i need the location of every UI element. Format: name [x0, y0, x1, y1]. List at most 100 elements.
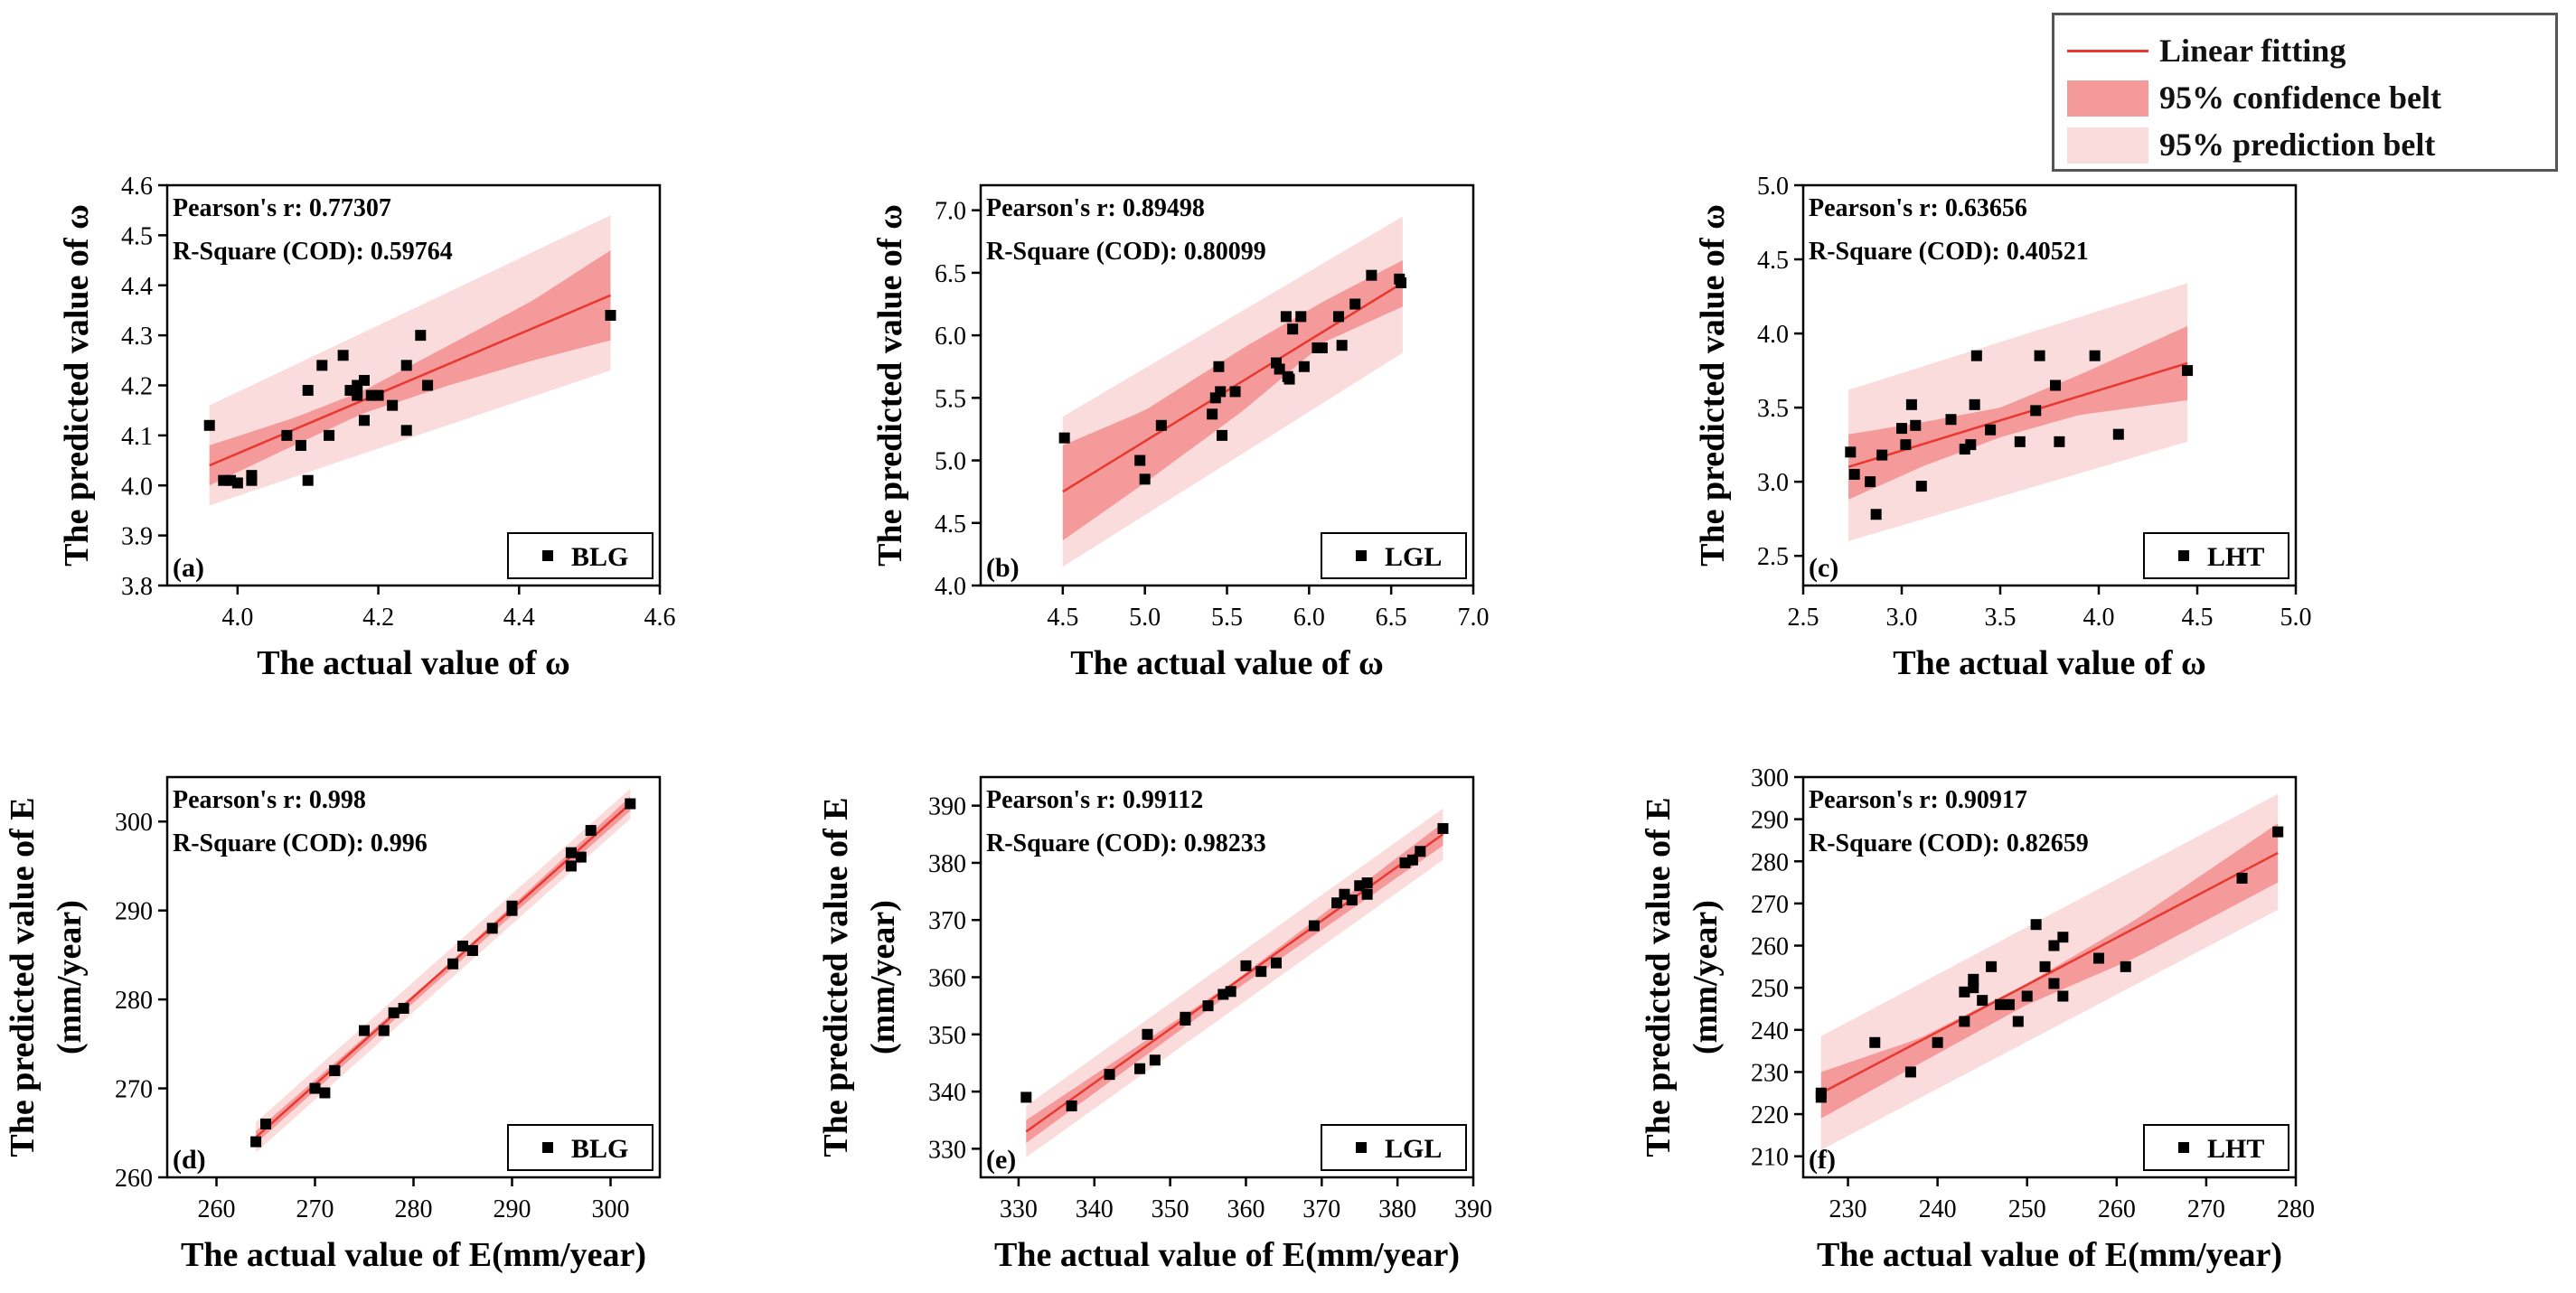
data-point — [605, 309, 616, 321]
data-point — [1406, 854, 1418, 866]
data-point — [359, 374, 370, 386]
y-tick-label: 290 — [1751, 807, 1789, 835]
y-axis-label: The predicted value of ω — [871, 204, 909, 567]
series-legend-label: BLG — [571, 542, 628, 572]
x-tick-label: 4.2 — [362, 604, 394, 632]
panel-b: 4.5 5.0 5.5 6.0 6.5 7.0 4.0 4.5 5.0 5.5 6.0 6.5 7.0 T… — [871, 183, 1490, 682]
plot-area — [1845, 283, 2194, 541]
x-tick-label: 260 — [198, 1195, 236, 1223]
x-tick-label: 370 — [1302, 1195, 1340, 1223]
y-axis-unit-label: (mm/year) — [51, 900, 89, 1054]
y-tick-label: 6.0 — [935, 323, 966, 351]
panel-label: (b) — [986, 553, 1020, 583]
data-point — [2030, 405, 2042, 417]
data-point — [1331, 897, 1343, 909]
r-square-annotation: R-Square (COD): 0.996 — [173, 829, 428, 857]
data-point — [1969, 398, 1980, 410]
data-point — [1876, 449, 1888, 461]
y-tick-label: 300 — [1751, 764, 1789, 792]
data-point — [1207, 408, 1218, 420]
data-point — [2039, 960, 2051, 972]
legend-swatch-prediction — [2067, 127, 2148, 164]
data-point — [1316, 342, 1328, 353]
x-tick-label: 6.5 — [1376, 604, 1407, 632]
data-point — [1283, 373, 1295, 385]
data-point — [1437, 822, 1449, 834]
y-tick-label: 270 — [115, 1076, 153, 1104]
series-legend-box — [507, 1124, 653, 1171]
data-point — [1308, 920, 1320, 932]
data-point — [1977, 995, 1988, 1007]
x-axis-label: The actual value of ω — [1893, 644, 2206, 682]
y-tick-label: 4.0 — [121, 473, 153, 501]
x-tick-label: 280 — [2277, 1195, 2315, 1223]
x-tick-label: 380 — [1378, 1195, 1416, 1223]
data-point — [1910, 419, 1922, 431]
linear-fit-line — [209, 294, 611, 467]
panel-label: (f) — [1809, 1145, 1836, 1175]
pearson-r-annotation: Pearson's r: 0.89498 — [986, 194, 1205, 222]
linear-fit-line — [1025, 833, 1444, 1133]
data-point — [1986, 960, 1998, 972]
axes-frame — [1801, 775, 2298, 1179]
data-point — [1870, 509, 1882, 520]
x-tick-label: 390 — [1454, 1195, 1492, 1223]
data-point — [2034, 350, 2045, 361]
y-tick-label: 260 — [115, 1165, 153, 1193]
x-tick-label: 3.0 — [1886, 604, 1918, 632]
x-tick-label: 4.0 — [2083, 604, 2115, 632]
data-point — [585, 825, 597, 837]
data-point — [575, 851, 587, 863]
series-legend-marker — [1356, 550, 1367, 561]
plot-area — [1815, 793, 2284, 1150]
series-legend-box — [2143, 532, 2289, 579]
y-tick-label: 390 — [928, 793, 966, 821]
data-point — [1225, 986, 1236, 998]
data-point — [2112, 428, 2124, 440]
data-point — [1020, 1092, 1032, 1103]
data-point — [1815, 1087, 1827, 1099]
x-tick-label: 3.5 — [1985, 604, 2017, 632]
data-point — [2054, 436, 2065, 447]
data-point — [2048, 940, 2060, 951]
data-point — [2030, 919, 2042, 931]
y-tick-label: 4.1 — [121, 423, 153, 451]
y-tick-label: 5.0 — [1757, 173, 1789, 201]
x-tick-label: 2.5 — [1788, 604, 1819, 632]
data-point — [281, 429, 293, 441]
panel-label: (e) — [986, 1145, 1016, 1175]
pearson-r-annotation: Pearson's r: 0.998 — [173, 786, 366, 814]
data-point — [1959, 1016, 1970, 1027]
x-tick-label: 250 — [2008, 1195, 2046, 1223]
legend-item-prediction-belt: 95% prediction belt — [2054, 120, 2555, 169]
series-legend-box — [2143, 1124, 2289, 1171]
y-tick-label: 280 — [115, 987, 153, 1015]
x-tick-label: 5.0 — [1129, 604, 1161, 632]
y-axis-label: The predicted value of E — [1640, 797, 1678, 1157]
data-point — [387, 399, 399, 411]
r-square-annotation: R-Square (COD): 0.80099 — [986, 238, 1266, 266]
pearson-r-annotation: Pearson's r: 0.77307 — [173, 194, 391, 222]
x-axis-label: The actual value of E(mm/year) — [181, 1236, 646, 1274]
y-tick-label: 3.5 — [1757, 395, 1789, 423]
data-point — [2093, 952, 2104, 964]
data-point — [250, 1136, 262, 1148]
confidence-belt — [1062, 260, 1403, 541]
y-tick-label: 7.0 — [935, 198, 966, 226]
y-tick-label: 240 — [1751, 1017, 1789, 1045]
data-point — [2021, 990, 2033, 1002]
data-point — [309, 1082, 321, 1094]
panel-label: (a) — [173, 553, 204, 583]
y-tick-label: 4.6 — [121, 173, 153, 201]
data-point — [1349, 298, 1361, 310]
data-point — [1139, 473, 1151, 485]
y-tick-label: 260 — [1751, 933, 1789, 961]
y-tick-label: 4.4 — [121, 273, 153, 301]
y-tick-label: 220 — [1751, 1101, 1789, 1129]
data-point — [1396, 276, 1407, 288]
y-tick-label: 290 — [115, 898, 153, 926]
data-point — [1336, 340, 1348, 351]
y-tick-label: 4.2 — [121, 373, 153, 401]
x-axis-label: The actual value of ω — [1070, 644, 1384, 682]
data-point — [203, 419, 215, 431]
